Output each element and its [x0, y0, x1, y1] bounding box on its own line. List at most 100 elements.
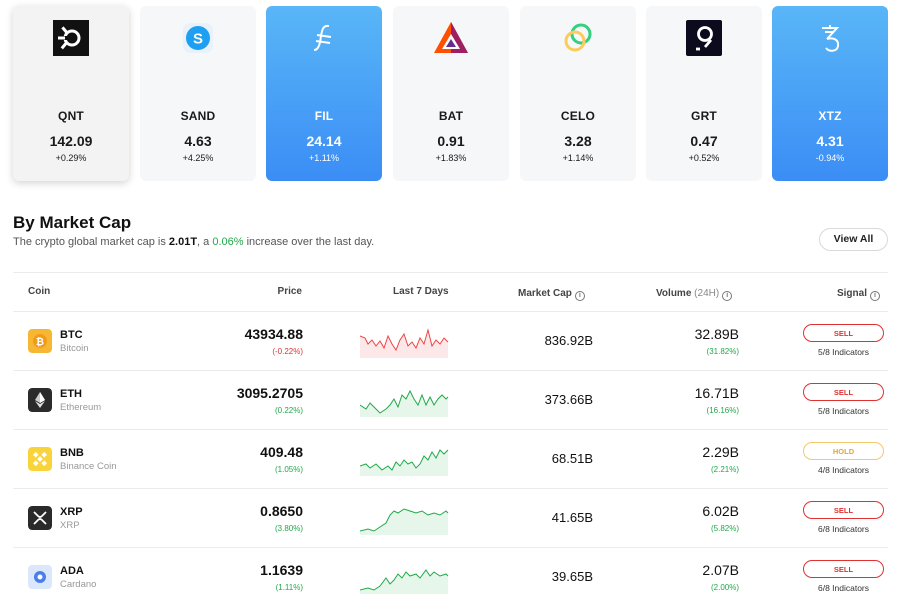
coin-card-symbol: SAND — [180, 109, 216, 123]
cardano-icon — [28, 565, 52, 589]
market-cap-value: 68.51B — [551, 451, 593, 466]
sparkline-chart — [360, 508, 449, 535]
volume-change: (2.00%) — [710, 583, 739, 592]
coin-price: 3095.2705 — [236, 385, 303, 401]
filecoin-logo-icon — [313, 24, 332, 51]
indicators-count: 4/8 Indicators — [817, 465, 870, 475]
coin-name: Binance Coin — [60, 461, 117, 472]
coin-card-price: 4.63 — [184, 133, 212, 149]
col-signal[interactable]: Signal i — [837, 288, 880, 301]
info-icon[interactable]: i — [574, 291, 585, 301]
coin-card-symbol: CELO — [560, 109, 596, 123]
table-row[interactable]: XRP XRP 0.8650 (3.80%) 41.65B 6.02B (5.8… — [13, 489, 888, 548]
ethereum-icon — [28, 388, 52, 412]
coin-card-grt[interactable]: GRT 0.47 +0.52% — [646, 6, 762, 181]
coin-symbol: BNB — [60, 447, 84, 459]
coin-card-qnt[interactable]: QNT 142.09 +0.29% — [13, 6, 129, 181]
volume-change: (5.82%) — [710, 524, 739, 533]
coin-card-bat[interactable]: BAT 0.91 +1.83% — [393, 6, 509, 181]
coin-price: 43934.88 — [244, 326, 303, 342]
market-cap-value: 373.66B — [544, 392, 593, 407]
indicators-count: 6/8 Indicators — [817, 524, 870, 534]
celo-logo-icon — [564, 23, 592, 52]
col-volume-label: Volume — [656, 288, 692, 299]
table-row[interactable]: BNB Binance Coin 409.48 (1.05%) 68.51B 2… — [13, 430, 888, 489]
coin-symbol: BTC — [60, 329, 83, 341]
volume-change: (2.21%) — [710, 465, 739, 474]
section-subtitle: The crypto global market cap is 2.01T, a… — [13, 236, 374, 248]
signal-badge[interactable]: SELL — [803, 560, 884, 578]
coin-card-change: +0.52% — [688, 153, 720, 163]
coin-card-price: 4.31 — [816, 133, 844, 149]
coin-card-symbol: GRT — [691, 109, 717, 123]
volume-value: 16.71B — [694, 385, 739, 401]
market-cap-value: 39.65B — [551, 569, 593, 584]
coin-symbol: ETH — [60, 388, 82, 400]
table-row[interactable]: ADA Cardano 1.1639 (1.11%) 39.65B 2.07B … — [13, 548, 888, 601]
col-market-cap[interactable]: Market Cap i — [518, 288, 585, 301]
table-row[interactable]: ETH Ethereum 3095.2705 (0.22%) 373.66B 1… — [13, 371, 888, 430]
view-all-button[interactable]: View All — [819, 228, 888, 251]
subtitle-suffix: increase over the last day. — [243, 236, 375, 248]
col-volume[interactable]: Volume (24H) i — [656, 288, 733, 301]
market-cap-value: 41.65B — [551, 510, 593, 525]
subtitle-prefix: The crypto global market cap is — [13, 236, 169, 248]
coin-price: 409.48 — [260, 444, 303, 460]
coin-card-symbol: FIL — [314, 109, 334, 123]
signal-badge[interactable]: HOLD — [803, 442, 884, 460]
coin-card-change: +4.25% — [182, 153, 214, 163]
col-price[interactable]: Price — [277, 286, 302, 297]
coin-price: 0.8650 — [260, 503, 303, 519]
coin-name: Cardano — [60, 579, 97, 590]
col-market-cap-label: Market Cap — [518, 288, 572, 299]
coin-card-xtz[interactable]: XTZ 4.31 -0.94% — [772, 6, 888, 181]
col-coin[interactable]: Coin — [28, 286, 51, 297]
coin-symbol: XRP — [60, 506, 83, 518]
coin-card-celo[interactable]: CELO 3.28 +1.14% — [520, 6, 636, 181]
coin-name: XRP — [60, 520, 80, 531]
volume-value: 2.07B — [702, 562, 739, 578]
global-market-cap: 2.01T — [168, 236, 198, 248]
info-icon[interactable]: i — [722, 291, 733, 301]
col-signal-label: Signal — [836, 288, 867, 299]
volume-value: 32.89B — [694, 326, 739, 342]
market-cap-value: 836.92B — [544, 333, 593, 348]
sandbox-logo-icon: S — [183, 23, 213, 53]
bat-logo-icon — [434, 22, 468, 53]
volume-change: (16.16%) — [706, 406, 739, 415]
coin-card-price: 142.09 — [49, 133, 93, 149]
coin-card-price: 0.47 — [690, 133, 718, 149]
price-change: (1.11%) — [275, 583, 303, 592]
table-row[interactable]: ₿ BTC Bitcoin 43934.88 (-0.22%) 836.92B … — [13, 312, 888, 371]
info-icon[interactable]: i — [870, 291, 880, 301]
price-change: (1.05%) — [274, 465, 303, 474]
col-volume-period: (24H) — [694, 288, 720, 299]
coin-card-change: +1.83% — [435, 153, 467, 163]
coin-card-sand[interactable]: S SAND 4.63 +4.25% — [140, 6, 256, 181]
coin-card-fil[interactable]: FIL 24.14 +1.11% — [266, 6, 382, 181]
volume-value: 2.29B — [702, 444, 739, 460]
market-cap-change: 0.06% — [212, 236, 244, 248]
signal-badge[interactable]: SELL — [803, 501, 884, 519]
coin-card-price: 3.28 — [564, 133, 592, 149]
signal-badge[interactable]: SELL — [803, 383, 884, 401]
price-change: (3.80%) — [274, 524, 303, 533]
sparkline-chart — [360, 569, 449, 594]
volume-change: (31.82%) — [706, 347, 739, 356]
table-header: Coin Price Last 7 Days Market Cap i Volum… — [13, 272, 888, 312]
bitcoin-icon: ₿ — [28, 329, 52, 353]
price-change: (0.22%) — [274, 406, 303, 415]
volume-value: 6.02B — [702, 503, 739, 519]
xrp-icon — [28, 506, 52, 530]
coin-symbol: ADA — [60, 565, 84, 577]
subtitle-mid: , a — [197, 236, 213, 248]
coin-card-change: +0.29% — [55, 153, 87, 163]
coin-card-change: +1.14% — [562, 153, 594, 163]
coin-card-change: +1.11% — [308, 153, 340, 163]
section-title: By Market Cap — [13, 213, 132, 232]
sparkline-chart — [360, 389, 449, 417]
binance-coin-icon — [28, 447, 52, 471]
svg-text:S: S — [193, 31, 203, 48]
signal-badge[interactable]: SELL — [803, 324, 884, 342]
coin-card-symbol: QNT — [58, 109, 84, 123]
